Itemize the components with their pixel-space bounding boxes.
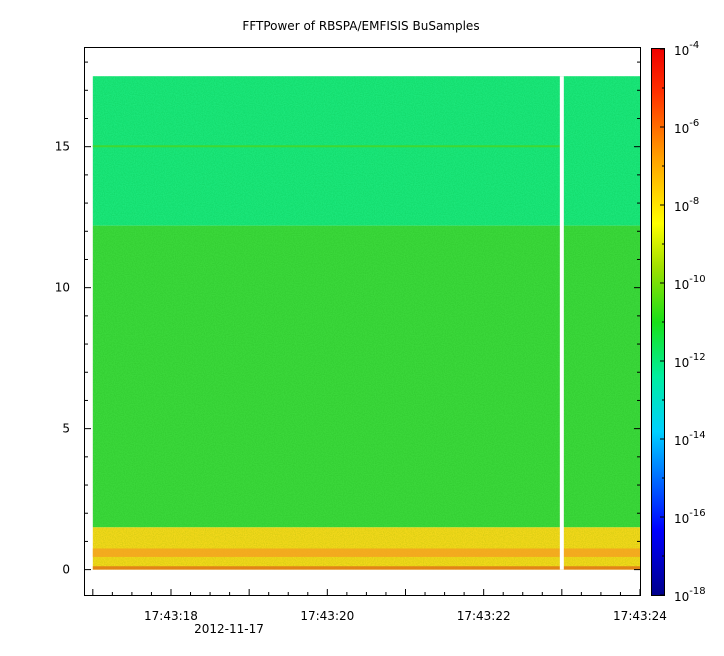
y-tick-label: 15 <box>55 140 70 154</box>
x-axis: 17:43:18 17:43:20 17:43:22 17:43:24 <box>92 589 667 623</box>
x-tick-label: 17:43:20 <box>300 609 354 623</box>
heatmap-strip <box>92 548 641 557</box>
x-date-label: 2012-11-17 <box>194 622 264 636</box>
y-tick-label: 0 <box>62 563 70 577</box>
heatmap-band <box>92 76 641 226</box>
colorbar-ticks: 10-4 10-6 10-8 10-10 10-12 10-14 10-16 10-18 <box>660 40 706 604</box>
data-gap <box>559 76 564 570</box>
y-axis: 0 5 10 15 <box>55 61 640 577</box>
colorbar-tick-label: 10-6 <box>674 118 699 136</box>
colorbar-tick-label: 10-8 <box>674 196 699 214</box>
y-tick-label: 5 <box>62 422 70 436</box>
colorbar-tick-label: 10-18 <box>674 586 706 604</box>
x-tick-label: 17:43:24 <box>613 609 667 623</box>
y-tick-label: 10 <box>55 281 70 295</box>
colorbar-tick-label: 10-12 <box>674 352 706 370</box>
chart-title: FFTPower of RBSPA/EMFISIS BuSamples <box>242 19 479 33</box>
heatmap-strip <box>92 566 641 570</box>
plot-frame <box>84 47 641 596</box>
x-tick-label: 17:43:18 <box>144 609 198 623</box>
heatmap-line <box>92 145 562 148</box>
colorbar-tick-label: 10-16 <box>674 508 706 526</box>
x-tick-label: 17:43:22 <box>457 609 511 623</box>
colorbar-tick-label: 10-14 <box>674 430 706 448</box>
heatmap-layer <box>92 76 641 570</box>
heatmap-band <box>92 225 641 528</box>
colorbar-tick-label: 10-10 <box>674 274 706 292</box>
colorbar-tick-label: 10-4 <box>674 40 699 58</box>
